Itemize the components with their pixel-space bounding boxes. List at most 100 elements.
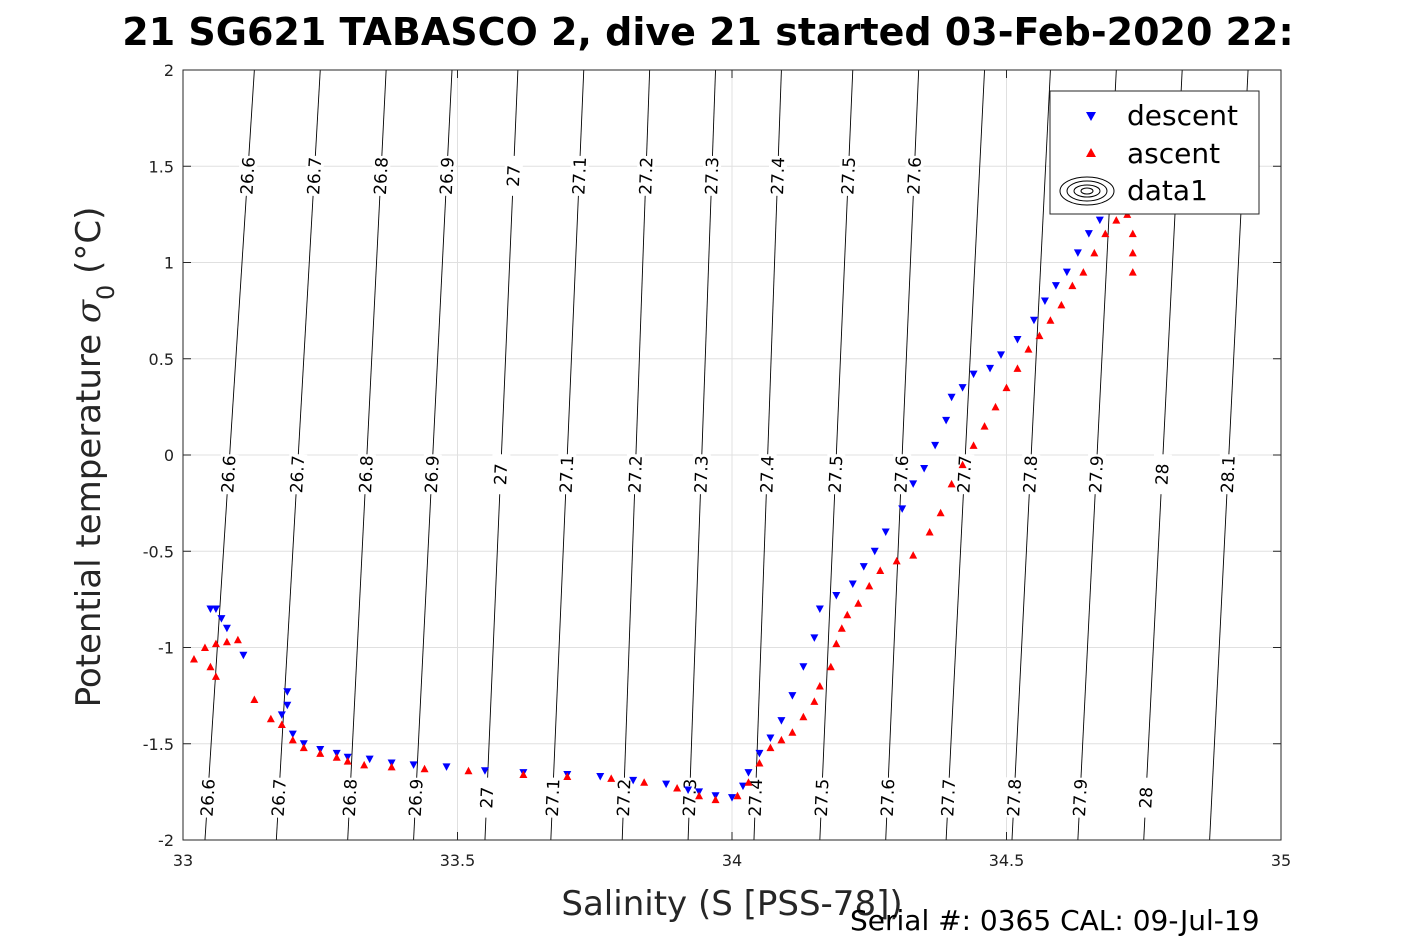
- ascent-point: [277, 720, 286, 728]
- y-axis-label-sigma: σ: [69, 299, 109, 323]
- contour-label-27-3: 27.3: [702, 157, 723, 196]
- ascent-point: [755, 759, 764, 767]
- contour-label-bg: [503, 155, 524, 197]
- ascent-point: [1079, 268, 1088, 276]
- contour-label-27-4: 27.4: [757, 455, 778, 494]
- descent-point: [728, 794, 736, 802]
- contour-label-bg: [569, 155, 590, 197]
- x-tick-label: 33: [173, 851, 193, 870]
- x-tick-label: 33.5: [440, 851, 476, 870]
- ascent-point: [266, 714, 275, 723]
- ascent-point: [1068, 281, 1077, 290]
- ascent-point: [1013, 364, 1022, 372]
- ascent-point: [892, 556, 901, 565]
- descent-point: [1051, 282, 1060, 290]
- contour-label-26-7: 26.7: [304, 156, 326, 195]
- contour-label-27-9: 27.9: [1086, 455, 1108, 494]
- x-tick-label: 34: [722, 851, 742, 870]
- ascent-point: [1128, 268, 1137, 276]
- contour-label-27: 27: [504, 165, 525, 187]
- contour-label-bg: [556, 453, 577, 495]
- ascent-point: [766, 743, 775, 752]
- contour-label-27-1: 27.1: [569, 157, 591, 196]
- contour-label-27-6: 27.6: [904, 157, 926, 196]
- contour-label-bg: [135, 454, 156, 495]
- contour-label-bg: [1152, 453, 1172, 495]
- contour-label-bg: [436, 155, 457, 197]
- axis-ticks: 33 33.5 34 34.5 35 -2 -1.5 -1 -0.5 0 0.5 1 1.5 2: [143, 61, 1291, 870]
- ascent-point: [958, 460, 967, 469]
- ascent-point: [826, 662, 835, 671]
- legend-descent-label: descent: [1127, 99, 1238, 132]
- descent-point: [596, 772, 605, 781]
- descent-point: [969, 370, 978, 379]
- contour-label-26-6: 26.6: [237, 156, 259, 195]
- ascent-point: [607, 774, 616, 782]
- ascent-point: [1002, 383, 1011, 392]
- contour-label-bg: [542, 777, 563, 819]
- contour-label-27-8: 27.8: [1020, 455, 1042, 494]
- descent-point: [1029, 316, 1038, 325]
- contour-label-28: 28: [1136, 786, 1157, 809]
- descent-point: [288, 730, 297, 739]
- contour-label-26-8: 26.8: [371, 157, 393, 196]
- descent-point: [365, 755, 374, 764]
- descent-point: [997, 351, 1006, 359]
- contour-label-27-1: 27.1: [557, 455, 579, 494]
- legend: descent ascent data1: [1049, 90, 1260, 215]
- descent-point: [920, 464, 929, 473]
- contour-label-27-2: 27.2: [614, 778, 635, 817]
- ascent-point: [222, 637, 231, 646]
- ascent-point: [969, 441, 978, 449]
- ascent-point: [332, 753, 341, 761]
- contour-label-bg: [954, 453, 975, 495]
- descent-point: [931, 441, 940, 450]
- contour-label-bg: [1069, 777, 1090, 819]
- ascent-point: [1046, 316, 1055, 324]
- contour-label-bg: [268, 777, 289, 819]
- ascent-point: [343, 757, 352, 765]
- ascent-point: [837, 624, 846, 632]
- contour-label-bg: [218, 453, 239, 495]
- x-tick-label: 35: [1271, 851, 1291, 870]
- ascent-point: [947, 479, 956, 488]
- ascent-point: [211, 672, 220, 680]
- contour-label-27-9: 27.9: [1070, 778, 1092, 817]
- contour-label-bg: [625, 453, 645, 495]
- contour-label-bg: [370, 155, 391, 197]
- descent-point: [799, 663, 808, 671]
- ascent-point: [991, 402, 1000, 411]
- descent-point: [744, 769, 753, 777]
- descent-point: [217, 615, 226, 623]
- legend-descent-marker: [1086, 112, 1096, 121]
- legend-data1-contour-icon: [1059, 176, 1115, 206]
- ascent-point: [1128, 229, 1137, 238]
- ascent-point: [1035, 331, 1044, 340]
- contour-label-bg: [1020, 453, 1041, 495]
- descent-point: [211, 605, 220, 613]
- descent-point: [898, 505, 907, 513]
- descent-point: [1084, 230, 1093, 238]
- y-tick-label: 0.5: [149, 350, 174, 369]
- descent-point: [1073, 249, 1082, 257]
- descent-point: [909, 480, 918, 488]
- descent-point: [283, 701, 292, 710]
- y-axis-label-unit: (°C): [69, 207, 109, 285]
- descent-point: [1013, 336, 1022, 344]
- descent-point: [1040, 297, 1049, 305]
- descent-point: [848, 580, 857, 588]
- contour-label-bg: [304, 155, 325, 197]
- contour-label-bg: [1086, 453, 1107, 495]
- descent-point: [859, 563, 868, 571]
- contour-label-bg: [197, 777, 218, 819]
- contour-label-27-5: 27.5: [838, 157, 860, 196]
- ascent-point: [810, 697, 819, 705]
- y-tick-label: -1: [158, 639, 174, 658]
- ascent-point: [288, 735, 297, 744]
- legend-data1-label: data1: [1127, 174, 1208, 207]
- descent-point: [815, 605, 824, 613]
- ascent-point: [200, 643, 209, 651]
- contour-label-26-6: 26.6: [197, 778, 219, 817]
- descent-point: [947, 393, 956, 402]
